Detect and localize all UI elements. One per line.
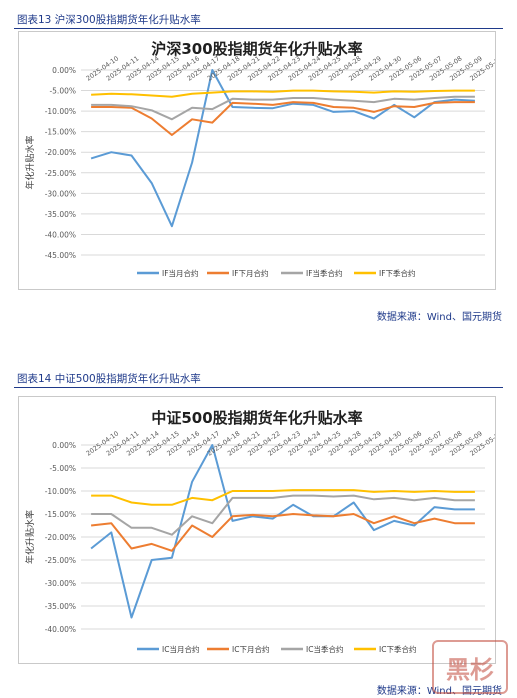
y-tick-label: -35.00% xyxy=(45,210,76,219)
y-tick-label: 0.00% xyxy=(52,441,76,450)
figure-14-caption: 图表14 中证500股指期货年化升贴水率 xyxy=(17,373,201,385)
y-axis-label: 年化升贴水率 xyxy=(24,510,36,564)
series-line xyxy=(90,69,475,228)
series-line xyxy=(90,513,475,552)
y-tick-label: -15.00% xyxy=(45,128,76,137)
y-tick-label: -5.00% xyxy=(49,464,76,473)
y-tick-label: -15.00% xyxy=(45,510,76,519)
chart-title: 中证500股指期货年化升贴水率 xyxy=(151,409,362,427)
y-tick-label: -5.00% xyxy=(49,87,76,96)
y-tick-label: -30.00% xyxy=(45,189,76,198)
chart-hs300: 沪深300股指期货年化升贴水率 0.00% -5.00% -10.00% -15.00%… xyxy=(24,40,504,278)
y-tick-label: -10.00% xyxy=(45,107,76,116)
chart-hs300-container: 沪深300股指期货年化升贴水率 0.00% -5.00% -10.00% -15.00%… xyxy=(18,31,504,290)
series-line xyxy=(90,444,475,619)
watermark-logo: 黑杉 xyxy=(432,640,508,694)
y-tick-label: -30.00% xyxy=(45,579,76,588)
series-line xyxy=(91,89,475,98)
figure-13-source: 数据来源：Wind、国元期货 xyxy=(376,312,502,323)
y-tick-label: -25.00% xyxy=(45,556,76,565)
legend-label: IF当月合约 xyxy=(162,268,199,278)
legend-label: IF下月合约 xyxy=(232,268,269,278)
y-tick-label: -20.00% xyxy=(45,533,76,542)
figure-13-rule xyxy=(14,28,503,29)
series-line xyxy=(91,101,475,136)
legend-label: IF下季合约 xyxy=(379,268,416,278)
figure-14-rule xyxy=(14,387,503,388)
y-tick-label: -45.00% xyxy=(45,251,76,260)
legend-label: IC下月合约 xyxy=(232,644,269,654)
legend-label: IC当季合约 xyxy=(306,644,343,654)
y-tick-label: -25.00% xyxy=(45,169,76,178)
figure-14-source: 数据来源：Wind、国元期货 xyxy=(376,686,502,697)
y-tick-label: -10.00% xyxy=(45,487,76,496)
legend-label: IC当月合约 xyxy=(162,644,199,654)
chart-title: 沪深300股指期货年化升贴水率 xyxy=(151,40,362,58)
series-line xyxy=(91,494,475,536)
figure-13-caption: 图表13 沪深300股指期货年化升贴水率 xyxy=(17,14,201,26)
y-tick-label: -40.00% xyxy=(45,230,76,239)
legend-label: IC下季合约 xyxy=(379,644,416,654)
legend-label: IF当季合约 xyxy=(306,268,343,278)
y-axis-label: 年化升贴水率 xyxy=(24,135,36,189)
chart-csi500: 中证500股指期货年化升贴水率 0.00% -5.00% -10.00% -15.00%… xyxy=(24,409,504,654)
y-tick-label: -35.00% xyxy=(45,602,76,611)
y-tick-label: -20.00% xyxy=(45,148,76,157)
y-tick-label: 0.00% xyxy=(52,66,76,75)
series-line xyxy=(91,95,475,121)
chart-csi500-container: 中证500股指期货年化升贴水率 0.00% -5.00% -10.00% -15.00%… xyxy=(18,396,504,664)
y-tick-label: -40.00% xyxy=(45,625,76,634)
series-line xyxy=(91,489,475,506)
